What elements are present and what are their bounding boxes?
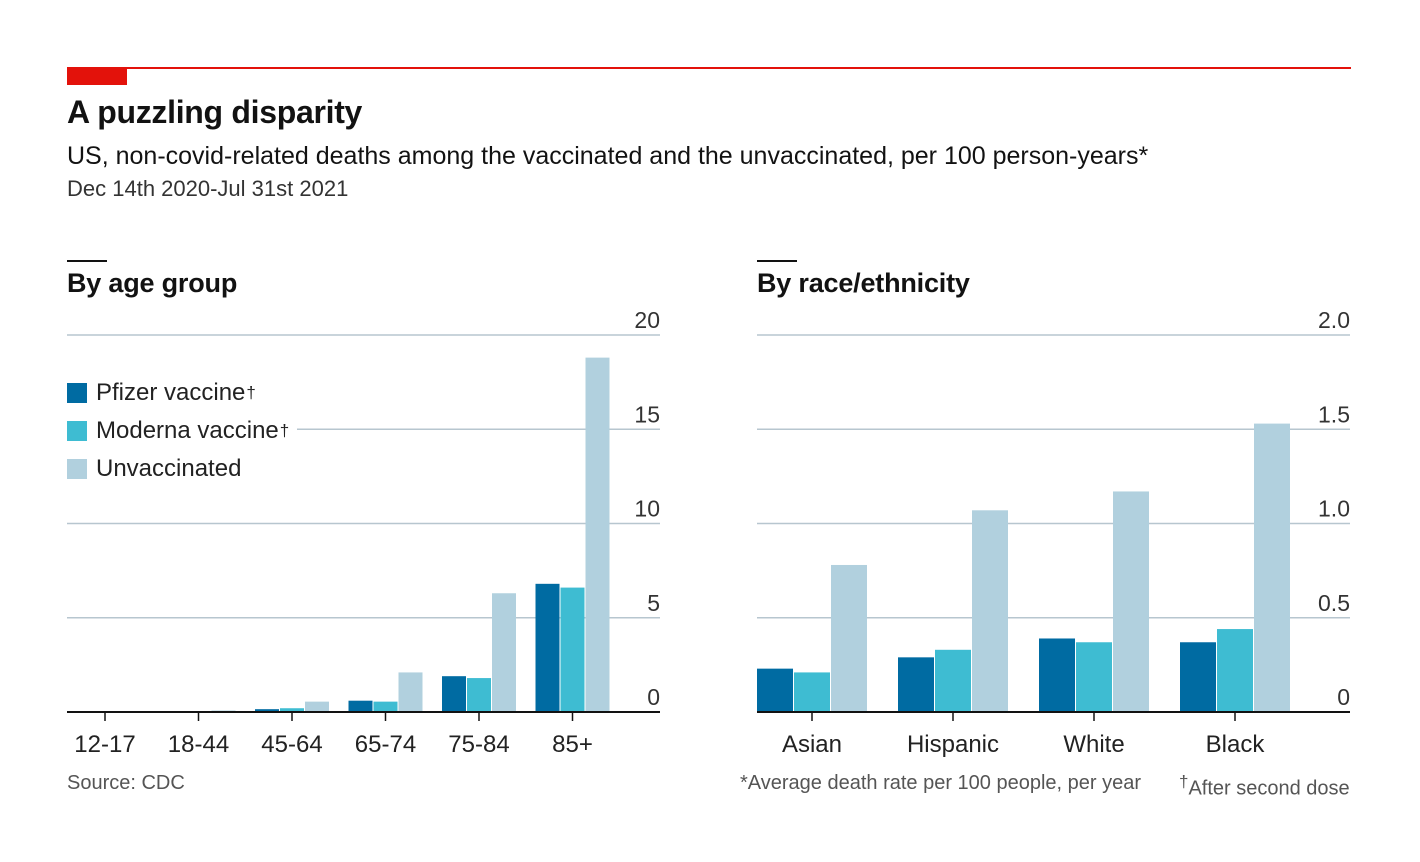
race-xtick-label-0: Asian: [782, 731, 842, 758]
race-bar-pfizer-0: [757, 668, 793, 712]
race-ytick-label-4: 2.0: [1318, 307, 1350, 333]
legend-swatch-moderna: [67, 421, 87, 441]
age-ytick-label-4: 20: [634, 307, 660, 333]
age-bar-moderna-5: [560, 587, 585, 712]
brand-red-tag: [67, 67, 127, 85]
race-xtick-label-1: Hispanic: [907, 731, 999, 758]
age-xtick-label-2: 45-64: [261, 731, 322, 758]
right-panel-rule: [757, 260, 797, 262]
footnote-dagger-text: After second dose: [1188, 777, 1350, 800]
age-bar-moderna-2: [280, 708, 304, 712]
legend-item-pfizer: Pfizer vaccine †: [67, 374, 298, 412]
footnote-dagger: †After second dose: [1178, 772, 1350, 801]
legend-dagger-pfizer: †: [246, 383, 256, 402]
race-xtick-label-3: Black: [1206, 731, 1266, 758]
race-bar-unvaccinated-1: [972, 510, 1008, 712]
right-panel-title: By race/ethnicity: [757, 268, 970, 298]
age-xtick-label-5: 85+: [552, 731, 593, 758]
race-bar-moderna-3: [1217, 629, 1253, 712]
legend-label-pfizer: Pfizer vaccine: [96, 379, 246, 406]
legend-swatch-unvaccinated: [67, 459, 87, 479]
chart-subtitle: US, non-covid-related deaths among the v…: [67, 142, 1149, 170]
race-bar-pfizer-3: [1180, 642, 1216, 712]
race-bar-moderna-1: [935, 649, 971, 712]
race-bar-unvaccinated-0: [831, 564, 867, 712]
age-ytick-label-2: 10: [634, 496, 660, 522]
age-ytick-label-3: 15: [634, 401, 660, 427]
age-xtick-label-1: 18-44: [168, 731, 229, 758]
legend-item-moderna: Moderna vaccine †: [67, 412, 298, 450]
left-panel-rule: [67, 260, 107, 262]
source-note: Source: CDC: [67, 772, 185, 794]
race-bar-unvaccinated-3: [1254, 423, 1290, 712]
race-ytick-label-3: 1.5: [1318, 401, 1350, 427]
race-bar-moderna-0: [794, 672, 830, 712]
age-xtick-label-0: 12-17: [74, 731, 135, 758]
age-bar-pfizer-3: [348, 700, 373, 712]
race-ytick-label-1: 0.5: [1318, 590, 1350, 616]
race-ytick-label-2: 1.0: [1318, 496, 1350, 522]
date-range: Dec 14th 2020-Jul 31st 2021: [67, 176, 349, 201]
age-bar-pfizer-5: [535, 583, 560, 712]
legend-label-unvaccinated: Unvaccinated: [96, 455, 242, 482]
race-bar-pfizer-1: [898, 657, 934, 712]
age-bar-moderna-4: [467, 678, 491, 712]
race-ytick-label-0: 0: [1337, 684, 1350, 710]
age-bar-moderna-3: [373, 701, 398, 712]
legend-swatch-pfizer: [67, 383, 87, 403]
age-xtick-label-4: 75-84: [448, 731, 509, 758]
race-bar-unvaccinated-2: [1113, 491, 1149, 712]
age-bar-unvaccinated-3: [398, 672, 423, 712]
age-bar-pfizer-2: [255, 709, 279, 712]
age-xtick-label-3: 65-74: [355, 731, 416, 758]
age-ytick-label-0: 0: [647, 684, 660, 710]
race-xtick-label-2: White: [1063, 731, 1124, 758]
legend-item-unvaccinated: Unvaccinated: [67, 450, 298, 488]
legend-dagger-moderna: †: [279, 421, 290, 440]
race-bar-pfizer-2: [1039, 638, 1075, 712]
age-ytick-label-1: 5: [647, 590, 660, 616]
left-panel-title: By age group: [67, 268, 238, 298]
legend-label-moderna: Moderna vaccine: [96, 417, 279, 444]
legend: Pfizer vaccine † Moderna vaccine † Unvacci…: [67, 374, 298, 488]
top-accent-line: [67, 67, 1351, 69]
age-bar-unvaccinated-5: [585, 357, 610, 712]
footnote-average: *Average death rate per 100 people, per …: [740, 772, 1142, 794]
age-bar-pfizer-4: [442, 676, 466, 712]
footnote-dagger-mark: †: [1179, 772, 1189, 791]
race-bar-moderna-2: [1076, 642, 1112, 712]
chart-title: A puzzling disparity: [67, 94, 363, 130]
age-bar-unvaccinated-2: [305, 701, 329, 712]
age-bar-unvaccinated-4: [492, 593, 516, 712]
